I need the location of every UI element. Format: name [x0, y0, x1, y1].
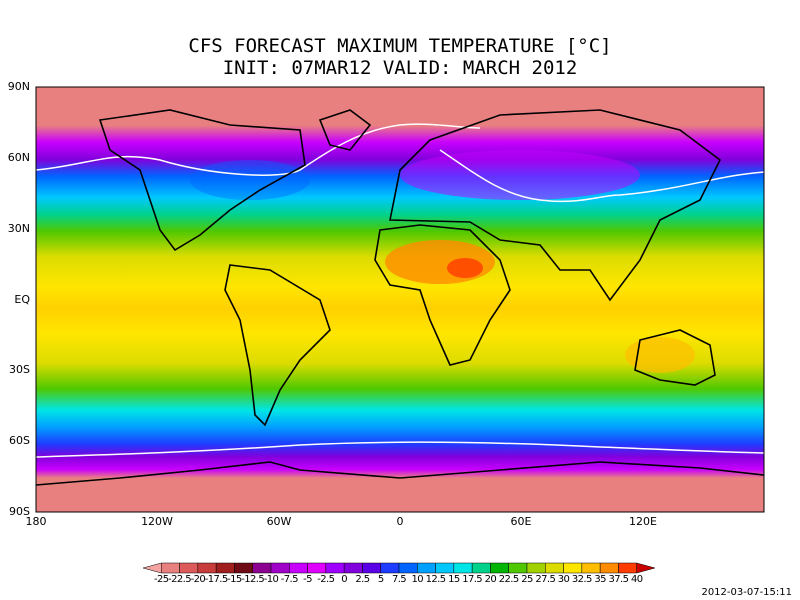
- lat-label: 90S: [9, 505, 30, 518]
- colorbar-swatch: [545, 562, 564, 574]
- colorbar-swatch: [563, 562, 583, 574]
- colorbar-label: -20: [191, 574, 206, 585]
- lat-label: EQ: [14, 293, 30, 306]
- timestamp: 2012-03-07-15:11: [701, 587, 792, 598]
- colorbar-swatch: [380, 562, 400, 574]
- warm-region: [447, 258, 483, 278]
- colorbar-swatch: [161, 562, 180, 574]
- coastline: [35, 461, 765, 486]
- colorbar-swatch: [471, 562, 491, 574]
- colorbar-label: -25: [154, 574, 169, 585]
- colorbar-label: -17.5: [205, 574, 228, 585]
- coastline: [318, 109, 372, 151]
- colorbar-swatch: [289, 562, 308, 574]
- cold-region: [400, 150, 640, 200]
- lat-label: 60N: [8, 151, 30, 164]
- colorbar-label: -12.5: [241, 574, 264, 585]
- lon-label: 0: [397, 515, 404, 528]
- lon-label: 60W: [267, 515, 292, 528]
- colorbar-swatch: [343, 562, 363, 574]
- colorbar-label: 22.5: [499, 574, 519, 585]
- cold-region: [190, 160, 310, 200]
- colorbar-swatch: [142, 562, 162, 574]
- colorbar-swatch: [270, 562, 290, 574]
- colorbar-label: 0: [341, 574, 347, 585]
- colorbar-label: 30: [558, 574, 570, 585]
- lat-labels: 90N 60N 30N EQ 30S 60S 90S: [8, 80, 31, 518]
- colorbar-label: -2.5: [317, 574, 334, 585]
- colorbar-label: 5: [378, 574, 384, 585]
- lon-label: 180: [26, 515, 47, 528]
- colorbar-label: 25: [521, 574, 533, 585]
- colorbar-swatch: [234, 562, 253, 574]
- lon-label: 120E: [629, 515, 657, 528]
- colorbar-swatch: [435, 562, 455, 574]
- colorbar-swatch: [636, 562, 656, 574]
- lat-label: 30S: [9, 363, 30, 376]
- map-frame: [35, 86, 765, 513]
- title-line: INIT: 07MAR12 VALID: MARCH 2012: [223, 57, 578, 79]
- lat-label: 90N: [8, 80, 30, 93]
- colorbar-label: 12.5: [426, 574, 446, 585]
- colorbar-label: -15: [227, 574, 242, 585]
- colorbar-swatch: [581, 562, 601, 574]
- colorbar-swatch: [453, 562, 473, 574]
- colorbar-label: 10: [412, 574, 424, 585]
- colorbar-swatch: [417, 562, 436, 574]
- coastline: [224, 264, 331, 427]
- lon-label: 60E: [511, 515, 532, 528]
- colorbar-label: 20: [485, 574, 497, 585]
- freezing-contour: [35, 441, 765, 458]
- colorbar-label: 35: [594, 574, 606, 585]
- colorbar-swatch: [197, 562, 217, 574]
- colorbar-label: 40: [631, 574, 643, 585]
- colorbar-swatch: [398, 562, 418, 574]
- colorbar-label: 15: [448, 574, 460, 585]
- colorbar-swatch: [526, 562, 546, 574]
- colorbar-label: 27.5: [535, 574, 555, 585]
- colorbar-swatch: [508, 562, 528, 574]
- colorbar-label: 37.5: [608, 574, 628, 585]
- colorbar-label: -5: [303, 574, 312, 585]
- colorbar: -25 -22.5 -20 -17.5 -15 -12.5 -10 -7.5 -5 -2.5 0 2.…: [142, 562, 656, 585]
- lon-labels: 180 120W 60W 0 60E 120E: [26, 515, 658, 528]
- map: [35, 86, 765, 513]
- temperature-field: [36, 87, 764, 512]
- title-line: CFS FORECAST MAXIMUM TEMPERATURE [°C]: [188, 35, 611, 57]
- colorbar-label: 2.5: [355, 574, 369, 585]
- colorbar-swatch: [179, 562, 199, 574]
- colorbar-label: -10: [264, 574, 279, 585]
- colorbar-label: -22.5: [168, 574, 191, 585]
- coastline: [98, 109, 306, 252]
- lat-label: 30N: [8, 222, 30, 235]
- colorbar-swatch: [215, 562, 235, 574]
- colorbar-swatch: [618, 562, 637, 574]
- colorbar-swatch: [490, 562, 509, 574]
- colorbar-swatch: [252, 562, 272, 574]
- coastline: [374, 224, 511, 366]
- colorbar-label: 17.5: [462, 574, 482, 585]
- colorbar-swatch: [362, 562, 381, 574]
- coastline: [634, 329, 716, 386]
- lon-label: 120W: [141, 515, 173, 528]
- colorbar-label: -7.5: [281, 574, 298, 585]
- colorbar-label: 32.5: [572, 574, 592, 585]
- coastline: [389, 109, 722, 302]
- colorbar-swatch: [325, 562, 345, 574]
- colorbar-swatch: [599, 562, 619, 574]
- colorbar-label: 7.5: [392, 574, 406, 585]
- warm-region: [625, 337, 695, 373]
- lat-label: 60S: [9, 434, 30, 447]
- colorbar-swatch: [307, 562, 327, 574]
